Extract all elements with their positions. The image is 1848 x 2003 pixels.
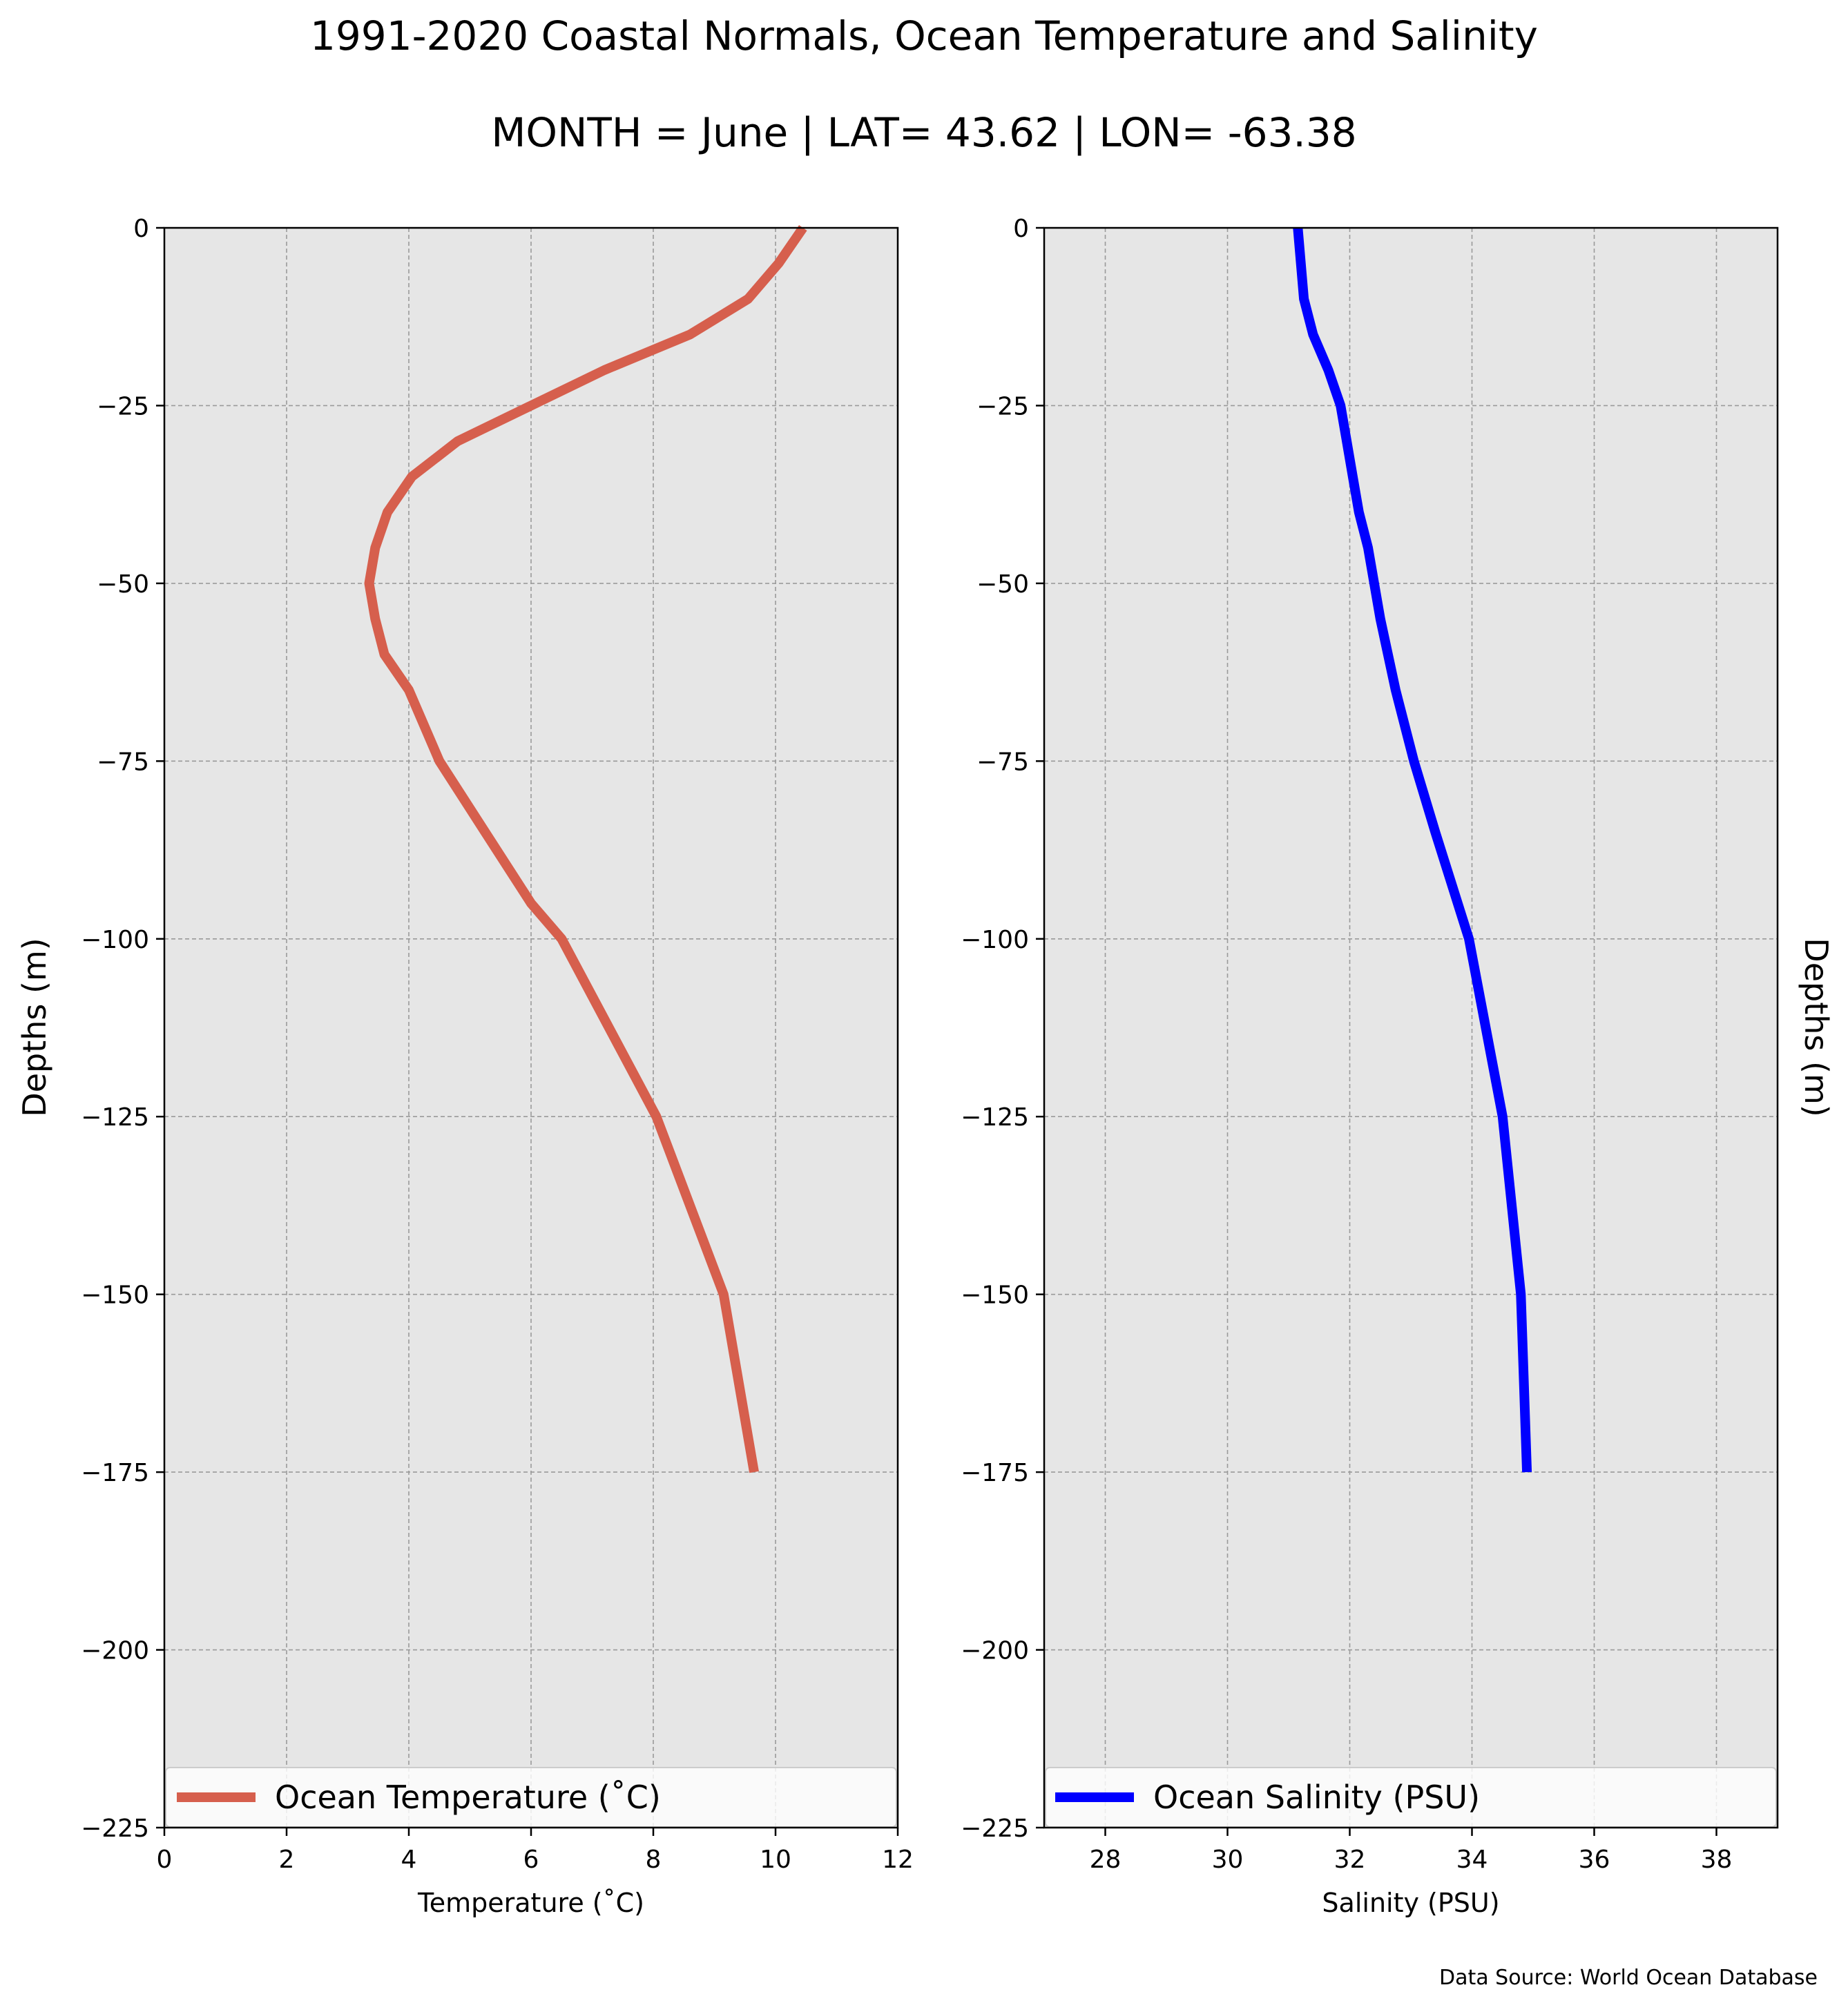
- y-tick-label: −150: [81, 1281, 149, 1310]
- y-tick-label: −25: [97, 392, 149, 420]
- temperature-ticks: 0 2 4 6 8 10 12 0 −25 −50 −75 −100 −125 −150 −175 −200 −…: [81, 215, 914, 1874]
- x-tick-label: 32: [1334, 1846, 1366, 1874]
- y-tick-label: −225: [81, 1815, 149, 1843]
- y-tick-label: −200: [961, 1637, 1029, 1665]
- series-line: [364, 225, 807, 1473]
- y-tick-label: −175: [961, 1459, 1029, 1487]
- temperature-legend: Ocean Temperature (˚C): [165, 1767, 897, 1828]
- y-tick-label: −75: [97, 748, 149, 776]
- x-tick-label: 10: [760, 1846, 791, 1874]
- x-tick-label: 28: [1090, 1846, 1122, 1874]
- salinity-y-axis-label: Depths (m): [1798, 938, 1835, 1116]
- y-tick-label: 0: [133, 215, 149, 243]
- y-tick-label: −225: [961, 1815, 1029, 1843]
- y-tick-label: −175: [81, 1459, 149, 1487]
- salinity-series: [1293, 227, 1532, 1473]
- salinity-legend: Ocean Salinity (PSU): [1045, 1767, 1777, 1828]
- figure-title: 1991-2020 Coastal Normals, Ocean Tempera…: [310, 12, 1538, 59]
- temperature-x-axis-label: Temperature (˚C): [417, 1888, 644, 1918]
- y-tick-label: −75: [976, 748, 1029, 776]
- x-tick-label: 12: [882, 1846, 914, 1874]
- x-tick-label: 34: [1456, 1846, 1488, 1874]
- y-tick-label: −50: [976, 570, 1029, 599]
- salinity-panel: Ocean Salinity (PSU) 28 30 32 34 36 38 0 −25 −50…: [961, 215, 1835, 1918]
- y-tick-label: −100: [81, 926, 149, 954]
- x-tick-label: 38: [1701, 1846, 1733, 1874]
- salinity-legend-label: Ocean Salinity (PSU): [1153, 1779, 1480, 1816]
- x-tick-label: 4: [401, 1846, 417, 1874]
- salinity-grid: [1044, 227, 1778, 1828]
- x-tick-label: 2: [279, 1846, 295, 1874]
- temperature-y-axis-label: Depths (m): [16, 938, 53, 1116]
- y-tick-label: 0: [1013, 215, 1029, 243]
- y-tick-label: −125: [961, 1103, 1029, 1132]
- figure-subtitle: MONTH = June | LAT= 43.62 | LON= -63.38: [491, 109, 1356, 156]
- y-tick-label: −25: [976, 392, 1029, 420]
- salinity-x-axis-label: Salinity (PSU): [1322, 1888, 1499, 1918]
- y-tick-label: −100: [961, 926, 1029, 954]
- temperature-panel: Ocean Temperature (˚C) 0 2 4 6 8 10 12 0 −25 −50 −…: [16, 215, 914, 1918]
- series-line: [1293, 227, 1532, 1473]
- y-tick-label: −200: [81, 1637, 149, 1665]
- x-tick-label: 6: [523, 1846, 539, 1874]
- x-tick-label: 0: [157, 1846, 173, 1874]
- temperature-series: [364, 225, 807, 1473]
- temperature-plot-area: [164, 228, 898, 1828]
- x-tick-label: 30: [1212, 1846, 1244, 1874]
- temperature-legend-label: Ocean Temperature (˚C): [275, 1779, 661, 1816]
- data-source-note: Data Source: World Ocean Database: [1439, 1966, 1818, 1990]
- y-tick-label: −150: [961, 1281, 1029, 1310]
- x-tick-label: 36: [1579, 1846, 1610, 1874]
- salinity-ticks: 28 30 32 34 36 38 0 −25 −50 −75 −100 −125 −150 −175 −2…: [961, 215, 1732, 1874]
- x-tick-label: 8: [646, 1846, 662, 1874]
- y-tick-label: −50: [97, 570, 149, 599]
- salinity-plot-area: [1044, 228, 1778, 1828]
- y-tick-label: −125: [81, 1103, 149, 1132]
- salinity-axes-frame: [1043, 226, 1779, 1829]
